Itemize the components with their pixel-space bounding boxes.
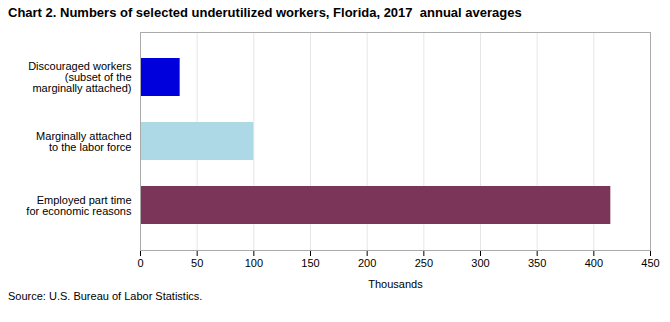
html-text:Chart 2. Numbers of selected u: Chart 2. Numbers of selected underutiliz… [8, 5, 522, 20]
svg-text:200: 200 [358, 257, 376, 269]
svg-text:Marginally attachedto the labo: Marginally attachedto the labor force [36, 130, 131, 153]
svg-text:Thousands: Thousands [368, 278, 423, 290]
html-text:Source: U.S. Bureau of Labor S: Source: U.S. Bureau of Labor Statistics. [8, 290, 203, 302]
svg-text:50: 50 [191, 257, 203, 269]
svg-text:Discouraged workers(subset of: Discouraged workers(subset of themargina… [28, 60, 132, 94]
svg-text:350: 350 [528, 257, 546, 269]
svg-text:0: 0 [137, 257, 143, 269]
svg-text:100: 100 [245, 257, 263, 269]
svg-text:400: 400 [585, 257, 603, 269]
svg-text:450: 450 [641, 257, 659, 269]
svg-text:150: 150 [301, 257, 319, 269]
svg-text:250: 250 [415, 257, 433, 269]
svg-text:Employed part timefor economic: Employed part timefor economic reasons [26, 194, 132, 217]
svg-text:300: 300 [471, 257, 489, 269]
